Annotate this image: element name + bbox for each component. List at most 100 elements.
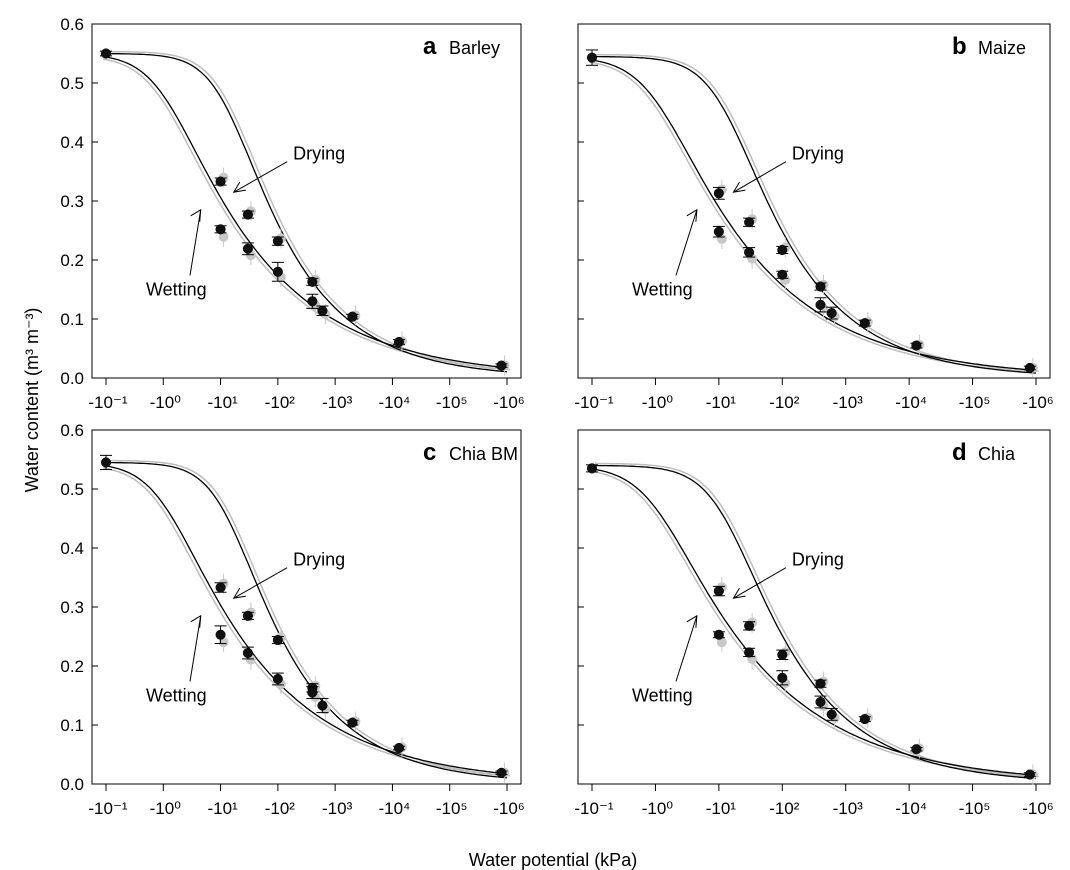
plot-frame — [91, 429, 522, 785]
y-tick-label: 0.4 — [60, 539, 84, 558]
drying-point — [815, 281, 826, 292]
x-tick-label: -10⁵ — [436, 393, 468, 412]
x-tick-label: -10⁻¹ — [88, 393, 128, 412]
drying-fit-line — [106, 461, 508, 779]
x-tick-label: -10³ — [833, 393, 864, 412]
wetting-point — [713, 226, 724, 237]
x-tick-label: -10⁶ — [1022, 393, 1054, 412]
plot-frame — [577, 23, 1051, 379]
wetting-point — [307, 687, 318, 698]
drying-arrow-head — [232, 587, 246, 599]
panel-b: -10⁻¹ -10⁰ -10¹ -10² -10³ -10⁴ -10⁵ -10⁶ b Maize D… — [574, 23, 1054, 412]
x-tick-label: -10⁰ — [642, 799, 674, 818]
x-tick-label: -10³ — [833, 799, 864, 818]
drying-point — [496, 360, 507, 371]
x-tick-label: -10⁰ — [642, 393, 674, 412]
y-tick-label: 0.4 — [60, 133, 84, 152]
y-tick-label: 0.0 — [60, 775, 84, 794]
drying-point — [713, 586, 724, 597]
drying-point — [744, 620, 755, 631]
plot-frame — [91, 23, 522, 379]
x-tick-label: -10¹ — [706, 799, 737, 818]
drying-point — [215, 176, 226, 187]
drying-point — [911, 340, 922, 351]
wetting-point — [215, 224, 226, 235]
wetting-point — [242, 243, 253, 254]
plot-frame — [577, 429, 1051, 785]
drying-arrow-head — [232, 181, 246, 193]
wetting-point — [272, 266, 283, 277]
x-tick-label: -10⁰ — [150, 799, 182, 818]
panel-letter: a — [423, 33, 437, 60]
wetting-point — [826, 308, 837, 319]
drying-point — [859, 318, 870, 329]
drying-point — [215, 582, 226, 593]
x-tick-label: -10⁴ — [895, 799, 927, 818]
x-tick-label: -10⁶ — [1022, 799, 1054, 818]
drying-label: Drying — [792, 144, 844, 164]
panel-name: Maize — [978, 38, 1026, 58]
wetting-point — [744, 647, 755, 658]
drying-point — [815, 678, 826, 689]
drying-point — [100, 48, 112, 59]
drying-point — [347, 717, 358, 728]
drying-point — [496, 767, 507, 778]
drying-point — [393, 336, 405, 348]
wetting-label: Wetting — [632, 685, 693, 705]
drying-arrow-shaft — [233, 567, 288, 599]
wetting-fit-line — [591, 59, 1037, 371]
wetting-point — [242, 647, 253, 659]
y-tick-label: 0.6 — [60, 15, 84, 34]
x-tick-label: -10⁵ — [959, 799, 991, 818]
wetting-fit-grey — [102, 58, 505, 371]
wetting-arrow-shaft — [675, 615, 698, 682]
wetting-label: Wetting — [146, 685, 207, 705]
wetting-arrow-shaft — [189, 209, 202, 276]
drying-point — [1024, 769, 1035, 780]
y-tick-label: 0.5 — [60, 74, 84, 93]
wetting-point — [815, 299, 826, 310]
drying-arrow-head — [732, 181, 746, 193]
x-axis-title: Water potential (kPa) — [469, 850, 637, 870]
drying-point — [777, 244, 788, 256]
wetting-arrow-head — [686, 208, 698, 222]
wetting-point — [777, 269, 788, 280]
drying-point — [1024, 362, 1035, 374]
wetting-arrow-head — [686, 614, 698, 628]
drying-point — [307, 276, 318, 287]
drying-fit-grey — [109, 50, 511, 371]
wetting-arrow-shaft — [189, 615, 202, 682]
x-tick-label: -10⁵ — [436, 799, 468, 818]
x-tick-label: -10¹ — [207, 393, 238, 412]
wetting-fit-grey — [102, 467, 505, 777]
wetting-point — [826, 709, 837, 720]
drying-point — [777, 649, 788, 660]
x-tick-label: -10⁶ — [493, 799, 525, 818]
wetting-fit-line — [591, 468, 1037, 776]
x-tick-label: -10⁶ — [493, 393, 525, 412]
y-tick-label: 0.6 — [60, 421, 84, 440]
drying-point — [586, 52, 598, 63]
drying-label: Drying — [293, 144, 345, 164]
wetting-point — [744, 247, 755, 258]
panel-letter: c — [423, 439, 436, 466]
panel-a: 0.0 0.1 0.2 0.3 0.4 0.5 0.6 -10⁻¹ -10⁰ -10¹ -10² -1… — [60, 15, 524, 412]
y-tick-label: 0.3 — [60, 192, 84, 211]
y-tick-label: 0.2 — [60, 657, 84, 676]
x-tick-label: -10² — [769, 799, 800, 818]
y-tick-label: 0.3 — [60, 598, 84, 617]
drying-label: Drying — [293, 550, 345, 570]
x-tick-label: -10² — [265, 393, 296, 412]
x-tick-label: -10⁻¹ — [88, 799, 128, 818]
panel-letter: d — [952, 439, 967, 466]
x-tick-label: -10¹ — [207, 799, 238, 818]
panel-name: Barley — [449, 38, 500, 58]
drying-point — [713, 188, 724, 199]
drying-point — [586, 463, 598, 474]
drying-point — [242, 209, 253, 220]
drying-point — [347, 311, 358, 322]
x-tick-label: -10¹ — [706, 393, 737, 412]
wetting-fit-grey — [588, 61, 1034, 374]
x-tick-label: -10⁻¹ — [574, 799, 614, 818]
